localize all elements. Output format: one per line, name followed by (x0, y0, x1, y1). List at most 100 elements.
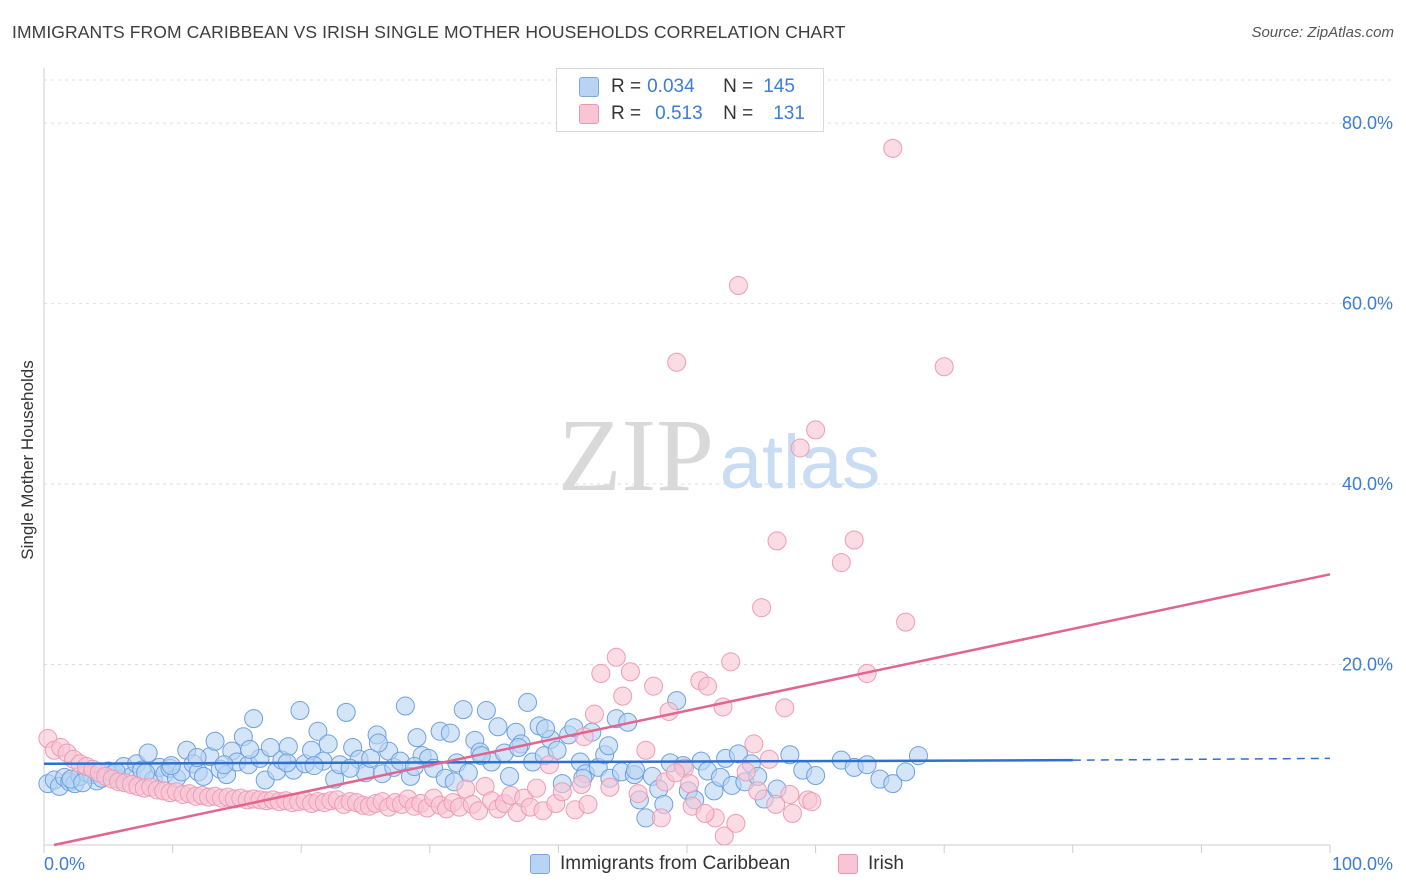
y-tick-label: 80.0% (1342, 113, 1393, 133)
source-label: Source: ZipAtlas.com (1251, 24, 1394, 41)
data-point (620, 662, 640, 682)
data-point (244, 709, 264, 729)
data-point (665, 763, 685, 783)
watermark-zip: ZIP (558, 398, 714, 513)
bottom-legend-swatch-pink (838, 854, 858, 874)
data-point (578, 794, 598, 814)
y-tick-label: 60.0% (1342, 294, 1393, 314)
data-point (552, 782, 572, 802)
axes (43, 68, 1331, 853)
data-point (584, 704, 604, 724)
data-point (278, 737, 298, 757)
data-point (628, 784, 648, 804)
data-point (407, 728, 427, 748)
data-point (651, 808, 671, 828)
correlation-legend: R = 0.034 N = 145 R = 0.513 N = 131 (556, 68, 824, 132)
data-point (613, 686, 633, 706)
legend-row-irish: R = 0.513 N = 131 (579, 102, 805, 126)
data-point (767, 531, 787, 551)
data-point (368, 733, 388, 753)
data-point (304, 756, 324, 776)
chart-title: IMMIGRANTS FROM CARIBBEAN VS IRISH SINGL… (12, 22, 846, 42)
data-point (440, 723, 460, 743)
bottom-legend-label: Irish (868, 853, 904, 874)
trend-line-caribbean-extension (1072, 757, 1331, 761)
data-point (599, 736, 619, 756)
trend-line-irish (53, 573, 1331, 847)
data-point (600, 777, 620, 797)
data-point (626, 760, 646, 780)
data-point (736, 762, 756, 782)
data-point (934, 357, 954, 377)
bottom-legend-irish: Irish (838, 852, 904, 876)
legend-row-caribbean: R = 0.034 N = 145 (579, 75, 795, 99)
data-point (453, 700, 473, 720)
data-point (518, 692, 538, 712)
data-point (205, 731, 225, 751)
data-point (782, 803, 802, 823)
data-point (536, 719, 556, 739)
y-tick-label: 20.0% (1342, 655, 1393, 675)
data-point (714, 826, 734, 846)
data-point (806, 766, 826, 786)
legend-r-label: R = (611, 76, 642, 97)
data-point (857, 755, 877, 775)
data-point (591, 664, 611, 684)
watermark: ZIP atlas (558, 398, 880, 513)
trend-lines (43, 573, 1331, 847)
data-point (138, 743, 158, 763)
data-point (644, 676, 664, 696)
data-point (752, 598, 772, 618)
bottom-legend-label: Immigrants from Caribbean (560, 853, 791, 874)
data-point (395, 696, 415, 716)
legend-n-label: N = (723, 76, 754, 97)
data-point (336, 702, 356, 722)
data-point (193, 766, 213, 786)
legend-n-value: 131 (773, 103, 805, 124)
legend-r-value: 0.513 (655, 103, 703, 124)
data-point (606, 647, 626, 667)
data-point (780, 745, 800, 765)
legend-swatch-pink (579, 104, 599, 124)
y-tick-label: 40.0% (1342, 474, 1393, 494)
data-point (766, 794, 786, 814)
data-point (726, 813, 746, 833)
trend-line-caribbean (43, 758, 1073, 766)
data-point (469, 801, 489, 821)
data-point (161, 756, 181, 776)
bottom-legend-caribbean: Immigrants from Caribbean (530, 852, 790, 876)
legend-r-label: R = (611, 103, 642, 124)
watermark-atlas: atlas (720, 420, 881, 505)
data-point (802, 792, 822, 812)
data-point (476, 701, 496, 721)
bottom-legend-swatch-blue (530, 854, 550, 874)
data-point (240, 739, 260, 759)
data-point (488, 717, 508, 737)
data-point (187, 747, 207, 767)
series-immigrants-from-caribbean (38, 691, 928, 828)
legend-n-value: 145 (763, 76, 795, 97)
data-point (667, 352, 687, 372)
data-point (500, 766, 520, 786)
data-point (831, 553, 851, 573)
legend-swatch-blue (579, 77, 599, 97)
tick-labels: 20.0% 40.0% 60.0% 80.0% 0.0% 100.0% (44, 113, 1393, 874)
series-irish (38, 138, 954, 846)
data-point (695, 803, 715, 823)
data-point (680, 774, 700, 794)
data-point (308, 721, 328, 741)
data-point (883, 138, 903, 158)
data-point (748, 781, 768, 801)
x-tick-label: 100.0% (1332, 854, 1393, 874)
data-point (572, 775, 592, 795)
data-point (896, 612, 916, 632)
data-point (318, 734, 338, 754)
legend-r-value: 0.034 (647, 76, 695, 97)
y-axis-label: Single Mother Households (18, 360, 37, 560)
grid-lines (44, 79, 1392, 666)
data-point (659, 701, 679, 721)
data-point (636, 740, 656, 760)
data-point (214, 755, 234, 775)
data-point (698, 676, 718, 696)
